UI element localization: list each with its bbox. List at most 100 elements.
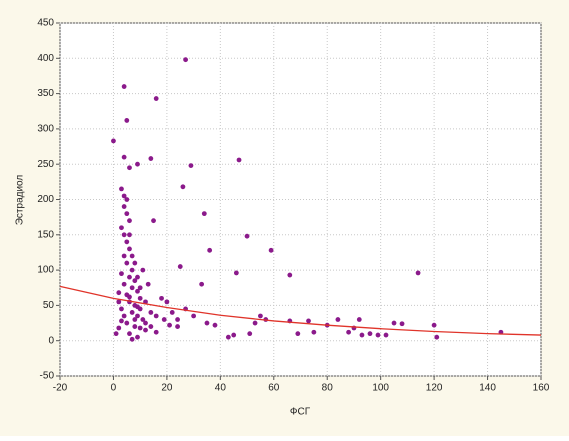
- point: [199, 281, 205, 287]
- y-tick-label: 200: [37, 194, 54, 205]
- point: [127, 232, 132, 238]
- point: [135, 304, 140, 310]
- point: [119, 225, 124, 231]
- point: [121, 154, 127, 160]
- point: [175, 324, 180, 329]
- point: [247, 331, 253, 337]
- point: [306, 318, 311, 324]
- x-tick-label: 160: [533, 383, 550, 394]
- point: [140, 267, 146, 273]
- point: [161, 317, 167, 322]
- point: [148, 156, 154, 161]
- y-tick-label: -50: [40, 371, 55, 382]
- point: [191, 313, 197, 319]
- point: [244, 233, 250, 239]
- y-tick-label: 300: [37, 124, 54, 135]
- point: [132, 324, 138, 329]
- y-tick-label: 450: [37, 18, 54, 29]
- point: [268, 247, 274, 253]
- point: [124, 320, 130, 326]
- point: [127, 246, 132, 252]
- x-tick-label: 140: [479, 383, 496, 394]
- point: [113, 331, 119, 337]
- point: [132, 278, 138, 284]
- point: [153, 96, 159, 101]
- point: [137, 325, 143, 331]
- point: [137, 285, 143, 291]
- point: [129, 253, 135, 259]
- point: [233, 270, 239, 276]
- y-tick-label: 100: [37, 265, 54, 276]
- point: [151, 218, 156, 224]
- point: [431, 322, 437, 328]
- point: [143, 327, 148, 333]
- point: [129, 310, 135, 315]
- point: [148, 310, 154, 315]
- point: [121, 281, 127, 287]
- x-tick-label: -20: [53, 383, 68, 394]
- point: [111, 138, 116, 144]
- point: [121, 84, 127, 89]
- point: [132, 260, 138, 266]
- point: [135, 313, 140, 319]
- point: [212, 322, 218, 328]
- x-tick-label: 20: [161, 383, 173, 394]
- point: [121, 232, 127, 238]
- point: [119, 186, 124, 192]
- point: [121, 204, 127, 209]
- y-tick-label: 350: [37, 88, 54, 99]
- point: [188, 163, 194, 169]
- point: [124, 197, 130, 202]
- point: [153, 313, 159, 319]
- x-axis-label: ФСГ: [290, 407, 311, 418]
- y-tick-label: 0: [48, 335, 54, 346]
- point: [252, 320, 258, 326]
- x-tick-label: 0: [111, 383, 117, 394]
- point: [129, 267, 135, 273]
- point: [148, 324, 154, 329]
- point: [258, 313, 263, 319]
- point: [129, 285, 135, 291]
- point: [375, 332, 381, 338]
- point: [180, 184, 186, 190]
- point: [116, 325, 122, 331]
- point: [127, 218, 132, 224]
- point: [167, 322, 172, 328]
- point: [415, 270, 421, 276]
- point: [359, 332, 365, 338]
- point: [121, 253, 127, 259]
- point: [434, 334, 440, 340]
- point: [204, 320, 210, 326]
- point: [119, 306, 124, 312]
- x-tick-label: 60: [268, 383, 280, 394]
- point: [346, 329, 351, 335]
- point: [124, 211, 130, 217]
- point: [119, 318, 124, 324]
- y-tick-label: 50: [43, 300, 55, 311]
- point: [127, 331, 132, 337]
- point: [116, 299, 122, 305]
- point: [367, 331, 373, 337]
- x-tick-label: 120: [426, 383, 443, 394]
- point: [127, 165, 132, 171]
- point: [124, 118, 130, 123]
- x-tick-label: 100: [372, 383, 389, 394]
- y-tick-label: 400: [37, 53, 54, 64]
- point: [119, 271, 124, 277]
- x-tick-label: 40: [215, 383, 227, 394]
- point: [295, 331, 301, 337]
- point: [183, 57, 188, 63]
- point: [124, 239, 130, 245]
- point: [335, 317, 341, 322]
- point: [231, 332, 237, 338]
- point: [159, 295, 164, 301]
- y-tick-label: 250: [37, 159, 54, 170]
- fit-line: [59, 285, 542, 336]
- point: [135, 288, 140, 294]
- point: [135, 161, 140, 167]
- point: [177, 264, 183, 269]
- point: [175, 317, 180, 322]
- point: [164, 299, 170, 305]
- point: [201, 211, 207, 217]
